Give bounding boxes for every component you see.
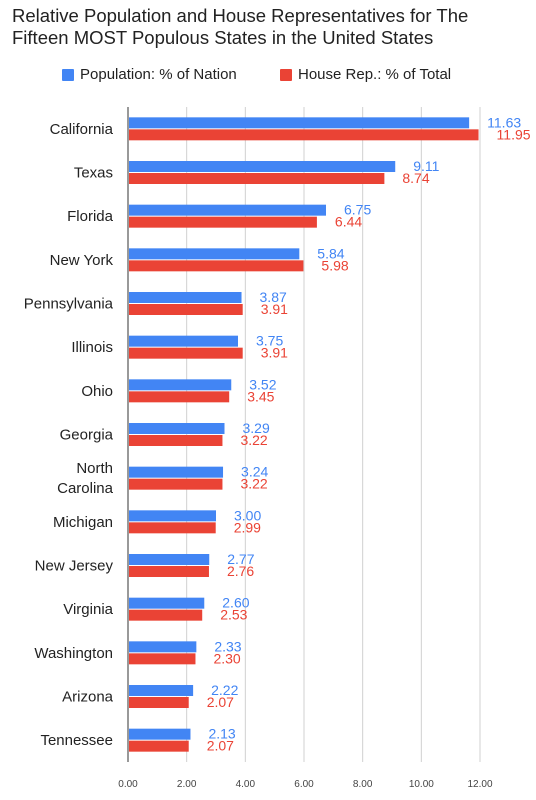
data-label-population-of-nation: 11.63 (487, 114, 521, 130)
bar-population-of-nation-florida (129, 204, 326, 216)
legend-label-population: Population: % of Nation (80, 66, 237, 83)
chart-title: Relative Population and House Representa… (12, 5, 469, 48)
category-label: Arizona (62, 689, 114, 706)
bar-house-rep-of-total-tennessee (129, 740, 189, 752)
data-label-house-rep-of-total: 2.30 (213, 650, 240, 666)
bar-population-of-nation-california (129, 117, 470, 129)
x-tick-label: 8.00 (353, 779, 373, 790)
bar-population-of-nation-virginia (129, 597, 205, 609)
category-label: Georgia (60, 427, 114, 444)
category-label: North (76, 460, 113, 477)
x-tick-label: 6.00 (294, 779, 314, 790)
data-label-population-of-nation: 3.75 (256, 333, 283, 349)
data-label-population-of-nation: 6.75 (344, 202, 371, 218)
category-label: New Jersey (35, 558, 114, 575)
data-label-house-rep-of-total: 2.07 (207, 694, 234, 710)
x-tick-label: 4.00 (236, 779, 256, 790)
data-label-population-of-nation: 3.29 (243, 420, 270, 436)
category-label: Virginia (63, 601, 113, 618)
bar-house-rep-of-total-michigan (129, 522, 216, 534)
data-label-house-rep-of-total: 3.45 (247, 388, 274, 404)
data-label-house-rep-of-total: 2.99 (234, 519, 261, 535)
bar-house-rep-of-total-north-carolina (129, 478, 223, 490)
bar-population-of-nation-new-york (129, 248, 300, 260)
bar-house-rep-of-total-pennsylvania (129, 304, 243, 315)
data-label-house-rep-of-total: 3.91 (261, 301, 288, 317)
category-label: Florida (67, 208, 114, 225)
x-tick-label: 12.00 (467, 779, 492, 790)
bar-house-rep-of-total-new-jersey (129, 566, 209, 577)
bar-population-of-nation-new-jersey (129, 554, 210, 565)
bar-population-of-nation-georgia (129, 423, 225, 434)
data-label-population-of-nation: 3.24 (241, 464, 268, 480)
category-label: Ohio (81, 383, 113, 400)
data-label-population-of-nation: 2.22 (211, 682, 238, 698)
data-label-house-rep-of-total: 3.22 (240, 476, 267, 492)
bar-house-rep-of-total-arizona (129, 697, 189, 708)
legend: Population: % of Nation House Rep.: % of… (0, 66, 536, 86)
legend-swatch-house-rep (280, 68, 292, 81)
bar-house-rep-of-total-illinois (129, 347, 243, 359)
category-label: Pennsylvania (24, 296, 114, 313)
legend-swatch-population (62, 68, 74, 81)
bar-house-rep-of-total-texas (129, 173, 385, 184)
bar-population-of-nation-ohio (129, 379, 232, 391)
bar-population-of-nation-tennessee (129, 728, 191, 740)
data-label-house-rep-of-total: 2.76 (227, 563, 254, 579)
data-label-house-rep-of-total: 8.74 (402, 170, 429, 186)
bar-population-of-nation-washington (129, 641, 197, 653)
data-label-house-rep-of-total: 2.07 (207, 738, 234, 754)
x-tick-label: 2.00 (177, 779, 197, 790)
bar-house-rep-of-total-georgia (129, 435, 223, 446)
legend-item-population[interactable]: Population: % of Nation (62, 66, 237, 83)
bar-house-rep-of-total-washington (129, 653, 196, 665)
data-label-population-of-nation: 3.00 (234, 507, 261, 523)
bar-house-rep-of-total-virginia (129, 609, 203, 621)
data-label-population-of-nation: 3.87 (260, 289, 287, 305)
data-label-house-rep-of-total: 11.95 (497, 126, 531, 142)
legend-label-house-rep: House Rep.: % of Total (298, 66, 452, 83)
legend-item-house-rep[interactable]: House Rep.: % of Total (280, 66, 451, 83)
category-label: Texas (74, 165, 113, 182)
data-label-population-of-nation: 2.60 (222, 595, 249, 611)
data-label-house-rep-of-total: 3.91 (261, 345, 288, 361)
category-label: Michigan (53, 514, 113, 531)
data-label-house-rep-of-total: 3.22 (240, 432, 267, 448)
bar-population-of-nation-texas (129, 161, 396, 172)
bar-population-of-nation-michigan (129, 510, 216, 522)
category-label: New York (50, 252, 114, 269)
category-label: Carolina (57, 480, 114, 497)
data-label-population-of-nation: 2.13 (208, 726, 235, 742)
x-tick-label: 0.00 (118, 779, 138, 790)
category-label: California (50, 121, 114, 138)
bar-population-of-nation-north-carolina (129, 466, 224, 478)
data-label-population-of-nation: 3.52 (249, 376, 276, 392)
data-label-population-of-nation: 2.77 (227, 551, 254, 567)
x-tick-label: 10.00 (409, 779, 434, 790)
bar-population-of-nation-illinois (129, 335, 238, 347)
data-label-house-rep-of-total: 2.53 (220, 607, 247, 623)
data-label-population-of-nation: 9.11 (413, 158, 439, 174)
bar-house-rep-of-total-florida (129, 216, 317, 228)
bar-population-of-nation-arizona (129, 685, 194, 696)
bar-house-rep-of-total-california (129, 129, 479, 141)
data-label-house-rep-of-total: 5.98 (321, 257, 348, 273)
data-label-population-of-nation: 5.84 (317, 245, 344, 261)
bar-house-rep-of-total-new-york (129, 260, 304, 272)
bar-population-of-nation-pennsylvania (129, 292, 242, 303)
data-label-population-of-nation: 2.33 (214, 638, 241, 654)
data-label-house-rep-of-total: 6.44 (335, 214, 362, 230)
bar-house-rep-of-total-ohio (129, 391, 230, 403)
category-label: Washington (34, 645, 113, 662)
category-label: Tennessee (40, 732, 113, 749)
category-label: Illinois (71, 339, 113, 356)
